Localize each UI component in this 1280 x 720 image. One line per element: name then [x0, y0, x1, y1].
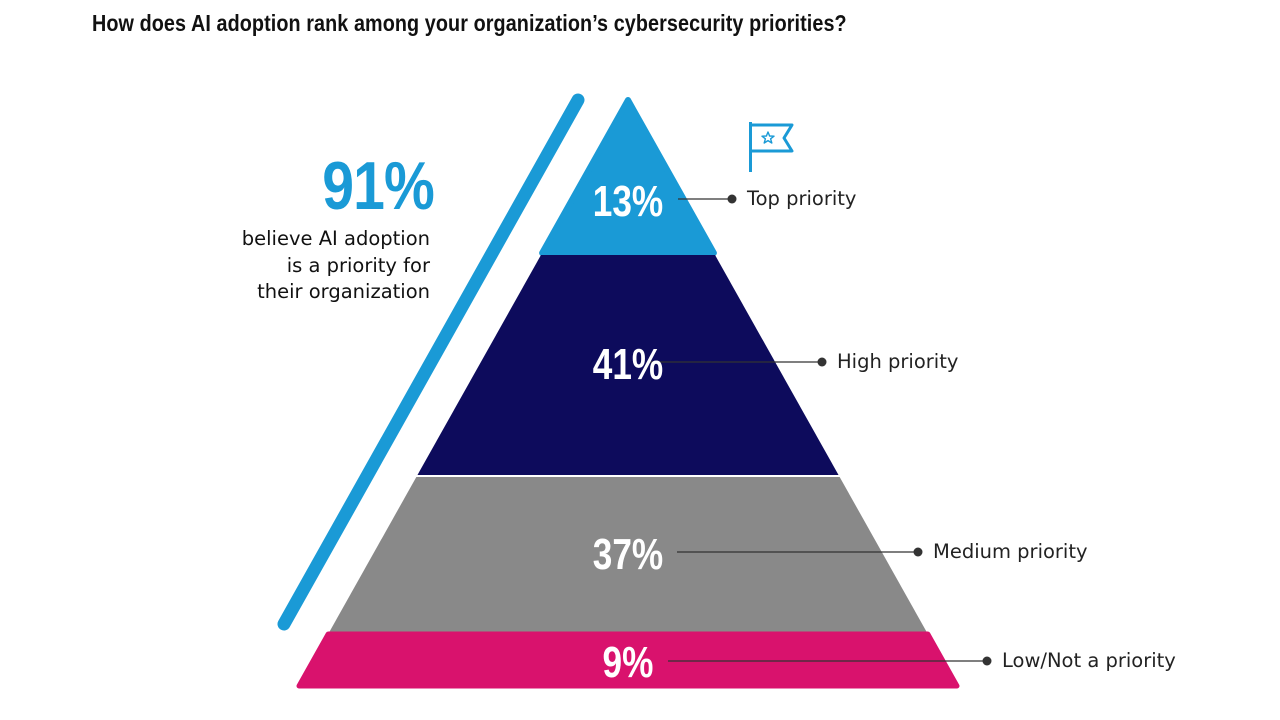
category-label: Medium priority	[933, 540, 1088, 563]
decorative-slash	[277, 93, 585, 631]
callout-line: their organization	[257, 280, 430, 303]
pyramid-segments: 13% Top priority 41% High priority 37% Medium…	[296, 97, 1176, 689]
category-label: Low/Not a priority	[1002, 649, 1176, 672]
segment-value-label: 37%	[593, 530, 663, 579]
leader-dot	[913, 547, 923, 557]
leader-dot	[817, 357, 827, 367]
pyramid-segment	[539, 97, 717, 256]
callout-line: is a priority for	[286, 253, 430, 277]
pyramid-segment	[417, 255, 839, 475]
leader-dot	[982, 656, 992, 666]
chart-title: How does AI adoption rank among your org…	[92, 10, 847, 36]
category-label: Top priority	[746, 187, 856, 210]
flag-with-star-icon	[749, 122, 794, 172]
segment-value-label: 9%	[603, 638, 654, 687]
leader-dot	[727, 194, 737, 204]
pyramid-segment	[296, 631, 960, 689]
segment-value-label: 41%	[593, 340, 663, 389]
callout-description: believe AI adoption is a priority for th…	[150, 226, 430, 306]
callout-line: believe AI adoption	[241, 227, 430, 250]
pyramid-segment	[329, 477, 927, 632]
segment-value-label: 13%	[593, 177, 663, 226]
callout-percentage: 91%	[322, 148, 435, 224]
category-label: High priority	[837, 350, 958, 373]
